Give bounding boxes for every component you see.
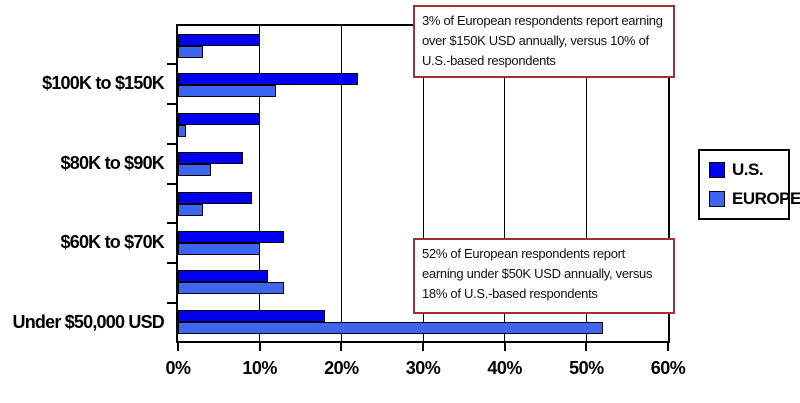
bar-europe-row8	[178, 321, 603, 334]
bar-us-row6	[178, 230, 285, 243]
x-axis-tick-0%	[177, 343, 179, 351]
category-label-row4: $80K to $90K	[60, 152, 165, 173]
bar-europe-row4	[178, 164, 211, 177]
y-axis-tick-6	[167, 262, 176, 265]
x-axis-tick-50%	[585, 343, 588, 351]
gridline-50%	[585, 26, 587, 341]
annotation-under-50k-text: 52% of European respondents report earni…	[422, 246, 653, 301]
gridline-30%	[422, 26, 424, 341]
y-axis-tick-2	[167, 102, 176, 105]
x-axis-label-50%: 50%	[569, 358, 604, 378]
x-axis-tick-10%	[258, 343, 261, 351]
x-axis-tick-30%	[422, 343, 424, 351]
category-label-row2: $100K to $150K	[42, 72, 165, 93]
annotation-under-50k: 52% of European respondents report earni…	[413, 238, 675, 314]
gridline-20%	[340, 26, 342, 341]
x-axis-label-40%: 40%	[487, 358, 522, 378]
legend-swatch-us	[709, 162, 725, 178]
annotation-over-150k-text: 3% of European respondents report earnin…	[422, 13, 663, 68]
bar-europe-row2	[178, 85, 276, 98]
x-axis-tick-60%	[667, 343, 669, 351]
x-axis-label-60%: 60%	[650, 358, 686, 378]
category-label-row6: $60K to $70K	[60, 232, 165, 253]
x-axis-label-10%: 10%	[242, 358, 277, 378]
legend-swatch-europe	[709, 191, 725, 207]
category-label-row8: Under $50,000 USD	[12, 312, 165, 333]
bar-europe-row7	[178, 282, 285, 295]
legend: U.S. EUROPE	[698, 149, 800, 220]
legend-item-us: U.S.	[709, 160, 788, 180]
y-axis-tick-5	[167, 222, 176, 225]
y-axis-tick-3	[167, 142, 176, 145]
y-axis-tick-4	[167, 182, 176, 185]
bar-us-row1	[178, 34, 260, 46]
bar-europe-row3	[178, 124, 187, 137]
legend-label-us: U.S.	[732, 160, 764, 179]
x-axis-label-20%: 20%	[324, 358, 359, 378]
legend-label-europe: EUROPE	[732, 189, 800, 208]
bar-us-row8	[178, 309, 325, 322]
bar-us-row7	[178, 270, 268, 283]
bar-europe-row1	[178, 46, 203, 58]
x-axis-label-0%: 0%	[165, 358, 191, 378]
annotation-over-150k: 3% of European respondents report earnin…	[413, 5, 675, 78]
bar-europe-row5	[178, 203, 203, 216]
bar-us-row4	[178, 152, 244, 165]
y-axis-tick-7	[167, 302, 176, 305]
bar-us-row5	[178, 191, 252, 204]
x-axis-tick-20%	[340, 343, 343, 351]
gridline-40%	[504, 26, 506, 341]
x-axis-tick-40%	[503, 343, 506, 351]
bar-us-row3	[178, 112, 260, 125]
bar-europe-row6	[178, 242, 260, 255]
legend-item-europe: EUROPE	[709, 189, 800, 209]
gridline-10%	[259, 26, 261, 341]
y-axis-tick-1	[167, 62, 176, 65]
x-axis-label-30%: 30%	[405, 358, 441, 378]
bar-us-row2	[178, 73, 358, 86]
